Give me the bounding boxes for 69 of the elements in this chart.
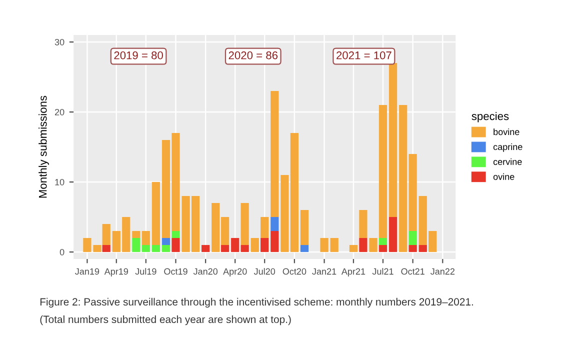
bar xyxy=(240,203,249,245)
bar xyxy=(270,91,279,217)
x-tick-label: Jan20 xyxy=(193,268,218,275)
bar xyxy=(202,245,210,252)
bar xyxy=(320,238,328,252)
bar xyxy=(408,245,417,252)
bar xyxy=(388,63,398,217)
bar xyxy=(378,245,388,252)
bar xyxy=(132,238,140,252)
bar xyxy=(152,245,160,252)
bar xyxy=(378,105,388,238)
x-tick-label: Jan19 xyxy=(75,268,100,275)
bar xyxy=(132,231,140,238)
bar xyxy=(408,231,417,245)
bar xyxy=(378,238,388,245)
legend-label: cervine xyxy=(493,158,522,165)
bar xyxy=(270,231,279,252)
y-axis-title: Monthly submissions xyxy=(38,96,49,198)
x-tick-label: Jan22 xyxy=(430,268,455,275)
y-tick-label: 20 xyxy=(54,108,64,116)
bar xyxy=(102,224,110,245)
annotation: 2020 = 86 xyxy=(228,51,278,60)
y-tick-label: 0 xyxy=(60,248,64,256)
x-tick-label: Apr20 xyxy=(223,268,247,276)
legend-label: ovine xyxy=(493,173,514,180)
x-tick-label: Jul20 xyxy=(254,268,276,275)
bar xyxy=(270,217,279,231)
annotation: 2021 = 107 xyxy=(336,51,392,60)
bar xyxy=(142,245,150,252)
bar xyxy=(418,245,427,252)
bar xyxy=(220,245,230,252)
y-tick-label: 30 xyxy=(54,38,64,46)
bar xyxy=(240,245,249,252)
legend-title: species xyxy=(472,112,509,122)
bar xyxy=(369,238,378,252)
caption: Figure 2: Passive surveillance through the incentivised scheme: monthly numbers 2019–2021. xyxy=(40,298,473,308)
annotation: 2019 = 80 xyxy=(114,51,163,60)
bar xyxy=(231,238,240,252)
x-tick-label: Oct20 xyxy=(282,268,306,275)
x-tick-label: Oct19 xyxy=(164,268,188,275)
bar xyxy=(250,238,259,252)
bar xyxy=(408,154,417,231)
x-tick-label: Jan21 xyxy=(312,268,336,275)
x-tick-label: Jul19 xyxy=(135,268,156,275)
bar xyxy=(300,245,309,252)
y-tick-label: 10 xyxy=(55,178,64,186)
bar xyxy=(260,217,269,238)
x-tick-label: Jul21 xyxy=(372,268,394,275)
bar xyxy=(172,231,180,238)
bar xyxy=(142,231,150,245)
bar xyxy=(359,238,368,252)
bar xyxy=(162,238,170,245)
x-tick-label: Apr21 xyxy=(341,268,366,276)
bar xyxy=(162,245,170,252)
bar xyxy=(300,210,309,245)
legend-label: caprine xyxy=(493,143,522,152)
bar xyxy=(152,182,160,245)
bar xyxy=(102,245,110,252)
bar xyxy=(399,105,408,252)
legend-label: bovine xyxy=(494,128,520,136)
bar xyxy=(388,217,398,252)
x-tick-label: Oct21 xyxy=(401,268,424,275)
bar xyxy=(330,238,338,252)
bar xyxy=(260,238,269,252)
bar xyxy=(349,245,358,252)
text: (Total numbers submitted each year are shown at top.) xyxy=(40,315,291,326)
x-tick-label: Apr19 xyxy=(104,268,128,276)
bar xyxy=(359,210,368,238)
bar xyxy=(172,238,180,252)
